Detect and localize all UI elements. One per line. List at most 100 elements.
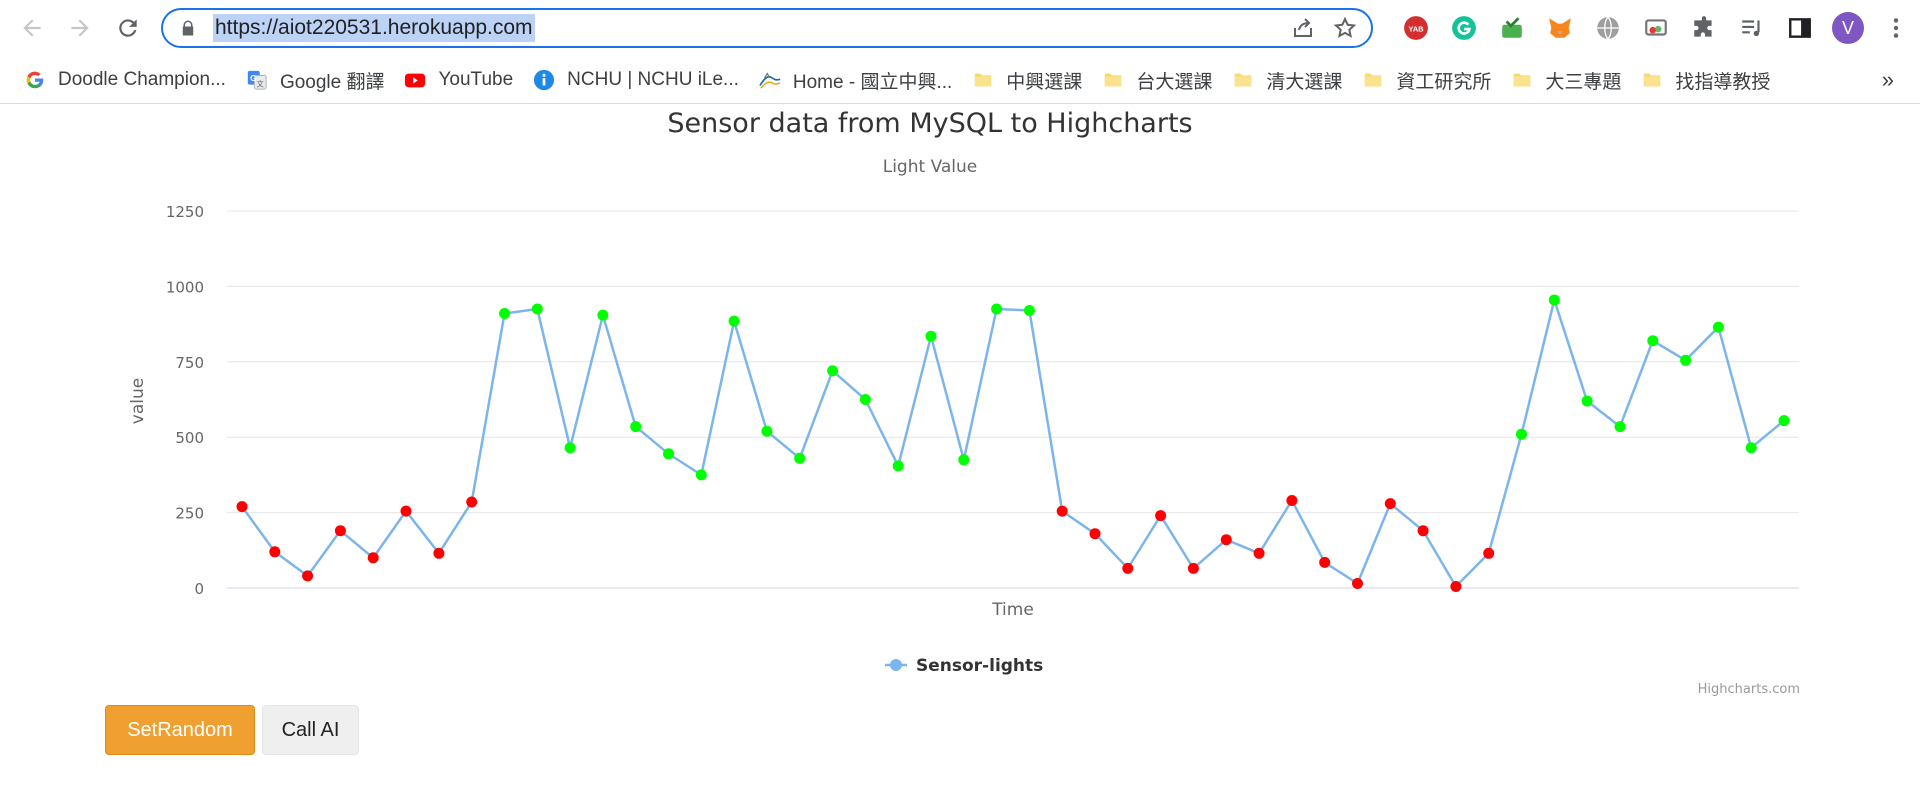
share-icon[interactable] bbox=[1291, 16, 1315, 40]
bookmarks-overflow-button[interactable]: » bbox=[1881, 67, 1894, 92]
bookmark-doodle[interactable]: Doodle Champion... bbox=[20, 63, 236, 97]
svg-text:G: G bbox=[250, 74, 256, 83]
grammarly-extension[interactable] bbox=[1440, 8, 1488, 48]
data-point[interactable] bbox=[925, 330, 937, 342]
data-point[interactable] bbox=[728, 315, 740, 327]
arrow-left-icon bbox=[23, 19, 41, 37]
data-point[interactable] bbox=[663, 448, 674, 460]
data-point[interactable] bbox=[564, 442, 576, 454]
set-random-button[interactable]: SetRandom bbox=[105, 705, 255, 755]
y-tick-label: 250 bbox=[175, 505, 204, 523]
bookmark-folder-ntu-course[interactable]: 台大選課 bbox=[1098, 63, 1222, 97]
google-icon bbox=[26, 71, 44, 89]
reload-button[interactable] bbox=[108, 8, 148, 48]
address-bar[interactable]: https://aiot220531.herokuapp.com bbox=[161, 8, 1373, 48]
bookmark-folder-nchu-course[interactable]: 中興選課 bbox=[968, 63, 1092, 97]
data-point[interactable] bbox=[958, 454, 970, 466]
chart-title: Sensor data from MySQL to Highcharts bbox=[667, 108, 1192, 139]
extensions-bar: YAB V bbox=[1392, 8, 1920, 48]
data-point[interactable] bbox=[499, 308, 510, 319]
data-point[interactable] bbox=[1581, 395, 1593, 407]
data-point[interactable] bbox=[466, 496, 478, 508]
data-point[interactable] bbox=[1352, 578, 1363, 589]
cast-extension[interactable] bbox=[1632, 8, 1680, 48]
bookmark-folder-junior-project[interactable]: 大三專題 bbox=[1507, 63, 1631, 97]
data-point[interactable] bbox=[630, 421, 642, 433]
data-point[interactable] bbox=[1745, 442, 1757, 454]
data-point[interactable] bbox=[367, 552, 379, 564]
call-ai-button[interactable]: Call AI bbox=[262, 705, 359, 755]
bookmark-nchu-home[interactable]: Home - 國立中興... bbox=[755, 63, 962, 97]
data-point[interactable] bbox=[400, 505, 412, 517]
y-tick-label: 1250 bbox=[166, 203, 204, 221]
bookmark-label: 清大選課 bbox=[1266, 71, 1343, 93]
bookmark-nchu-ilearning[interactable]: NCHU | NCHU iLe... bbox=[529, 63, 749, 97]
data-point[interactable] bbox=[1187, 562, 1199, 574]
y-tick-label: 500 bbox=[175, 429, 204, 447]
check-extension[interactable] bbox=[1488, 8, 1536, 48]
data-point[interactable] bbox=[433, 547, 445, 559]
data-point[interactable] bbox=[892, 460, 904, 472]
data-point[interactable] bbox=[597, 309, 609, 321]
data-point[interactable] bbox=[1056, 505, 1068, 517]
bookmark-folder-find-advisor[interactable]: 找指導教授 bbox=[1637, 63, 1780, 97]
data-point[interactable] bbox=[1712, 321, 1724, 333]
data-point[interactable] bbox=[1122, 562, 1134, 574]
data-point[interactable] bbox=[531, 303, 543, 315]
data-point[interactable] bbox=[302, 570, 314, 582]
chart-credits[interactable]: Highcharts.com bbox=[1698, 682, 1800, 697]
avatar: V bbox=[1832, 12, 1864, 44]
media-control[interactable] bbox=[1728, 8, 1776, 48]
info-icon bbox=[534, 69, 555, 91]
chrome-menu-button[interactable] bbox=[1872, 8, 1920, 48]
data-point[interactable] bbox=[1614, 421, 1626, 433]
data-point[interactable] bbox=[1778, 415, 1790, 427]
back-button[interactable] bbox=[12, 8, 52, 48]
bookmark-label: 大三專題 bbox=[1545, 71, 1622, 93]
extensions-menu[interactable] bbox=[1680, 8, 1728, 48]
yab-extension[interactable]: YAB bbox=[1392, 8, 1440, 48]
data-point[interactable] bbox=[1417, 525, 1429, 537]
profile-button[interactable]: V bbox=[1824, 8, 1872, 48]
data-point[interactable] bbox=[695, 469, 707, 481]
data-point[interactable] bbox=[794, 452, 806, 464]
url-text[interactable]: https://aiot220531.herokuapp.com bbox=[213, 14, 535, 42]
data-point[interactable] bbox=[1384, 498, 1396, 510]
data-point[interactable] bbox=[1680, 354, 1692, 366]
data-point[interactable] bbox=[827, 365, 839, 377]
data-point[interactable] bbox=[1089, 528, 1101, 540]
data-point[interactable] bbox=[269, 546, 281, 558]
bookmark-label: 資工研究所 bbox=[1396, 71, 1492, 93]
data-point[interactable] bbox=[1516, 428, 1527, 440]
y-axis-title: value bbox=[128, 378, 148, 424]
data-point[interactable] bbox=[1319, 556, 1331, 568]
metamask-extension[interactable] bbox=[1536, 8, 1584, 48]
data-point[interactable] bbox=[1220, 534, 1232, 546]
data-point[interactable] bbox=[1155, 510, 1167, 522]
bookmark-folder-cs-graduate[interactable]: 資工研究所 bbox=[1358, 63, 1501, 97]
reload-icon bbox=[119, 19, 137, 37]
globe-extension[interactable] bbox=[1584, 8, 1632, 48]
star-icon[interactable] bbox=[1333, 16, 1357, 40]
bookmark-label: Google 翻譯 bbox=[279, 71, 385, 93]
data-point[interactable] bbox=[1647, 335, 1659, 347]
bookmark-folder-nthu-course[interactable]: 清大選課 bbox=[1228, 63, 1352, 97]
forward-button[interactable] bbox=[60, 8, 100, 48]
data-point[interactable] bbox=[1253, 547, 1265, 559]
data-point[interactable] bbox=[1548, 294, 1560, 306]
data-point[interactable] bbox=[761, 425, 773, 437]
data-point[interactable] bbox=[1450, 581, 1462, 592]
data-point[interactable] bbox=[1023, 305, 1035, 316]
bookmark-youtube[interactable]: YouTube bbox=[400, 63, 523, 97]
data-point[interactable] bbox=[236, 501, 248, 513]
data-point[interactable] bbox=[991, 303, 1003, 315]
folder-icon bbox=[1105, 73, 1122, 87]
data-point[interactable] bbox=[1483, 547, 1495, 559]
side-panel-button[interactable] bbox=[1776, 8, 1824, 48]
data-point[interactable] bbox=[334, 525, 346, 537]
legend-item-sensor-lights[interactable]: Sensor-lights bbox=[885, 656, 1043, 676]
data-point[interactable] bbox=[859, 394, 871, 405]
data-point[interactable] bbox=[1286, 495, 1298, 506]
